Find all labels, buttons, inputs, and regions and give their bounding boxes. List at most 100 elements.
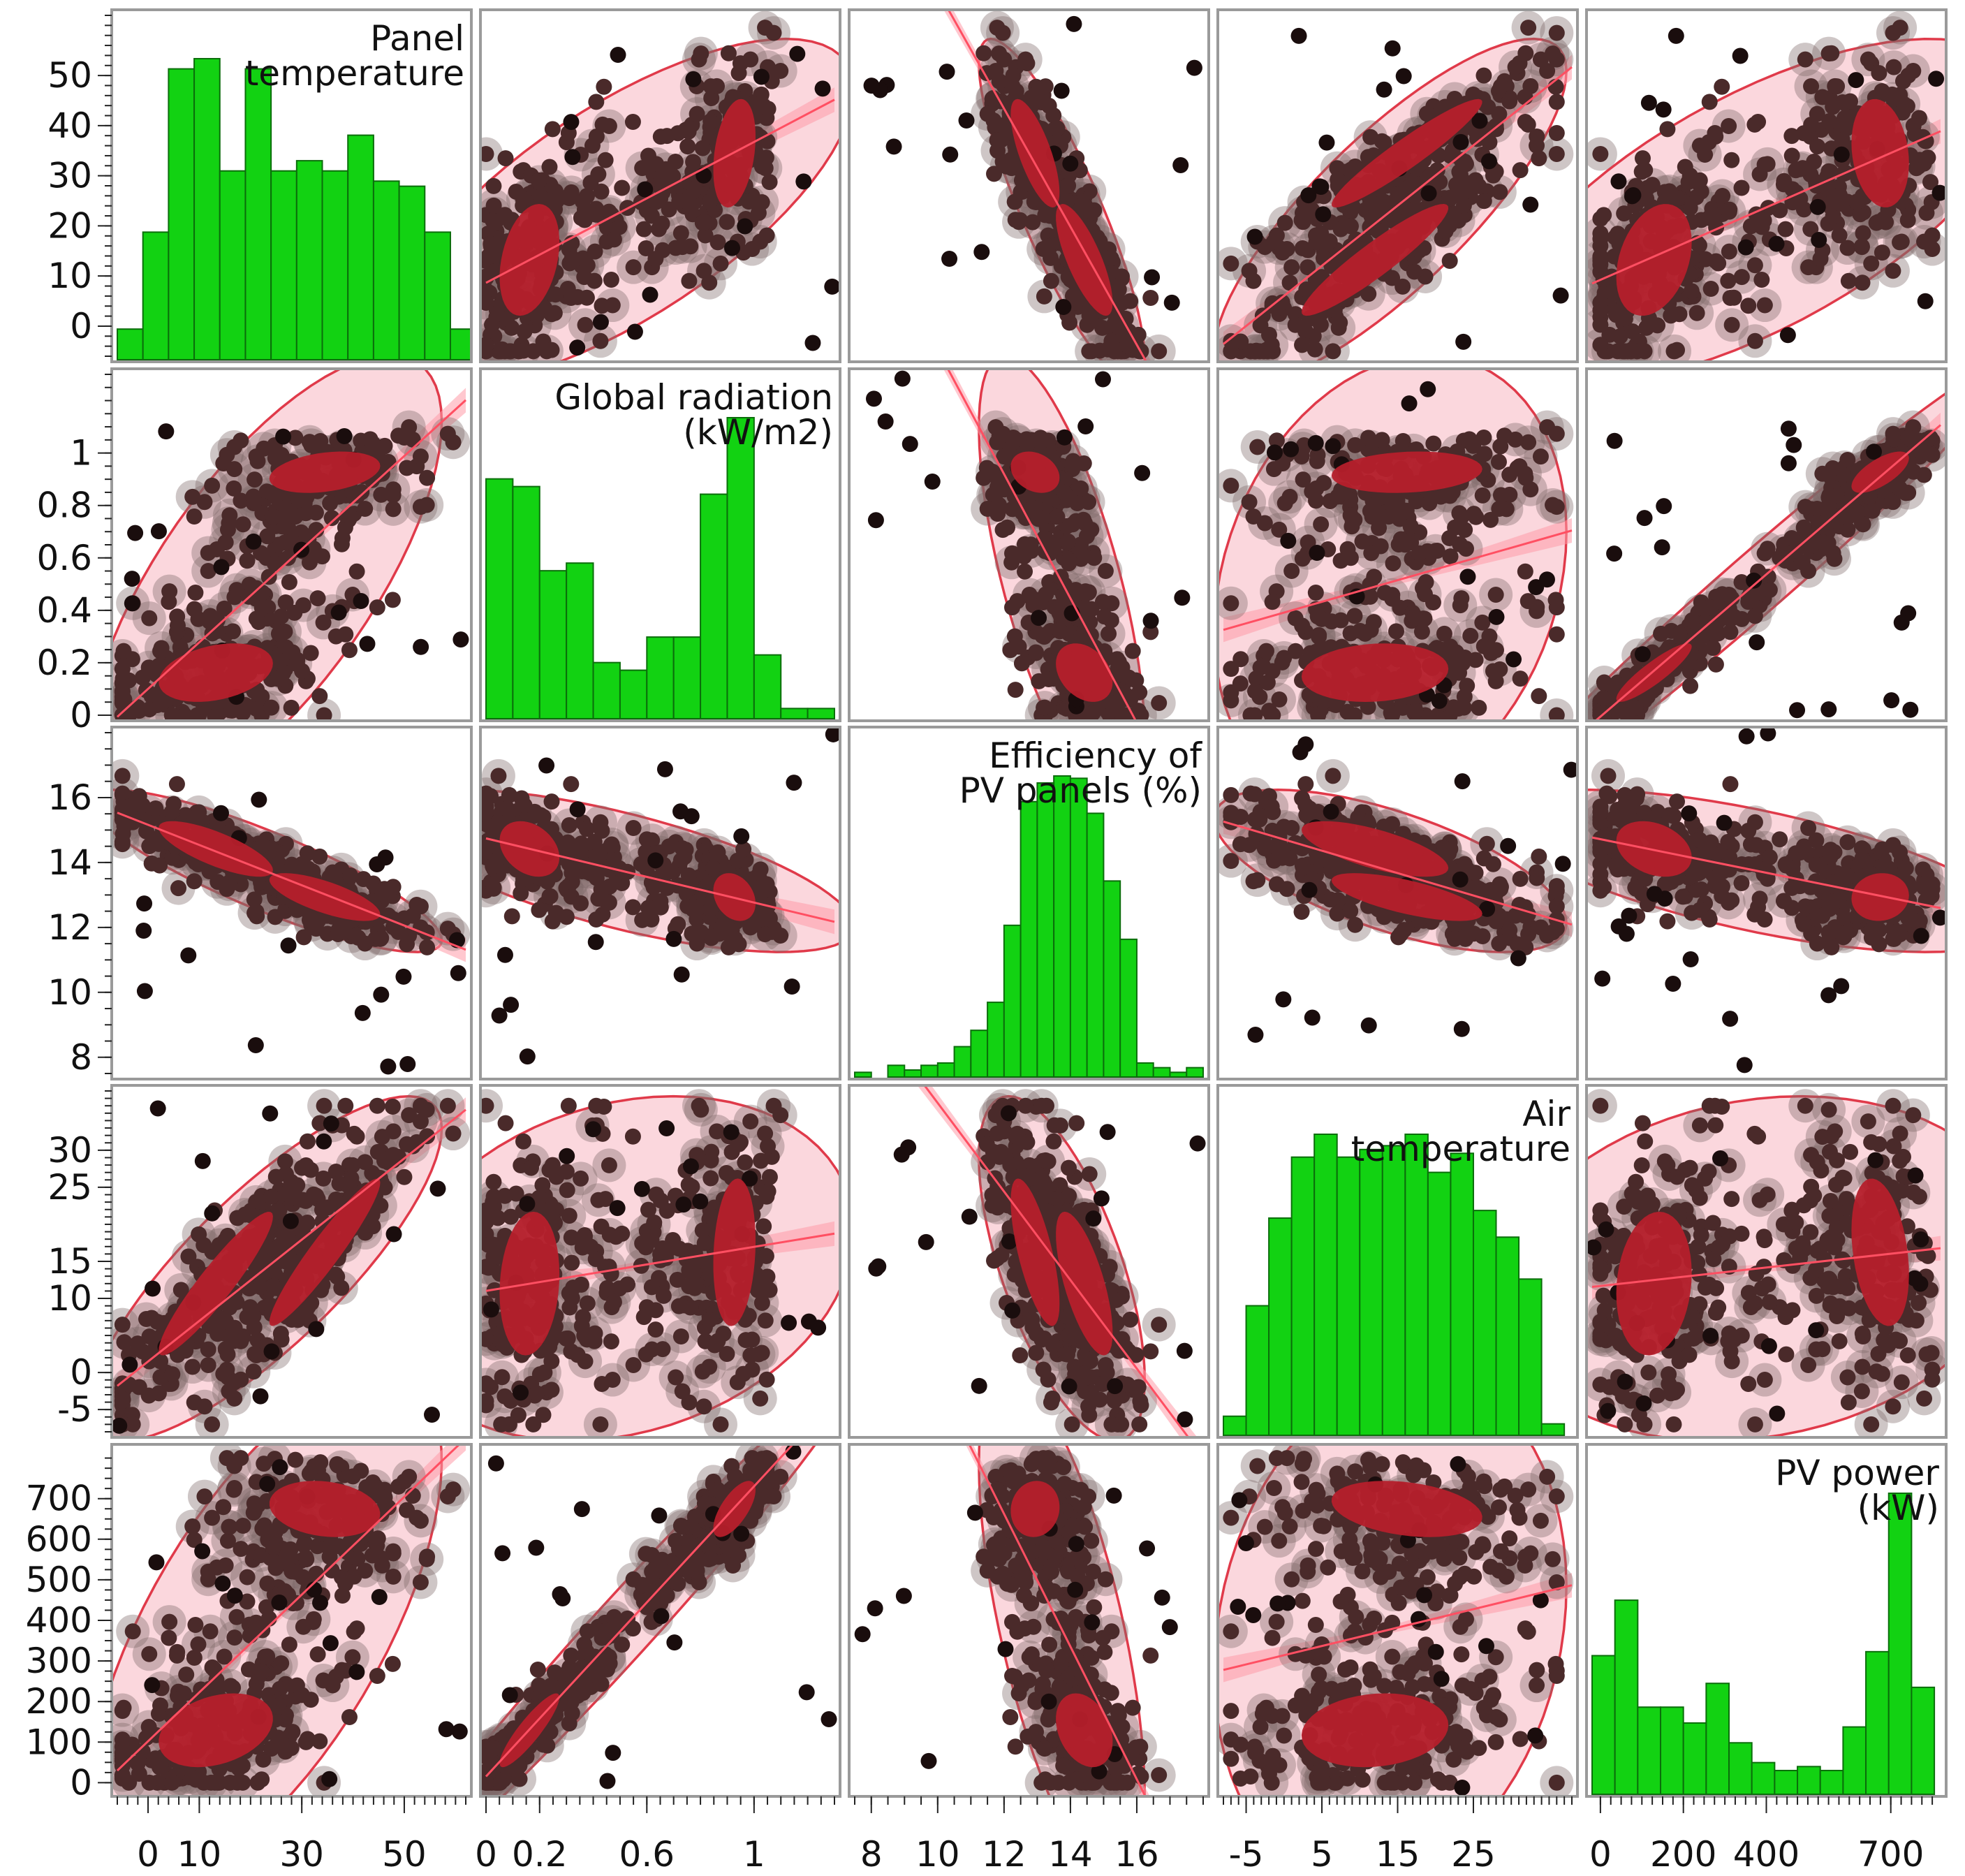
data-point xyxy=(1725,289,1742,306)
data-point xyxy=(1274,244,1291,261)
data-point xyxy=(1918,133,1934,149)
data-point xyxy=(115,643,132,659)
data-point xyxy=(587,243,603,260)
outlier-point xyxy=(1186,59,1202,76)
data-point xyxy=(1038,586,1054,603)
data-point xyxy=(1905,117,1922,134)
outlier-point xyxy=(592,314,609,330)
data-point xyxy=(1795,201,1812,218)
data-point xyxy=(1406,608,1423,625)
outlier-point xyxy=(1455,333,1472,350)
data-point xyxy=(1492,438,1509,455)
data-point xyxy=(161,594,177,610)
data-point xyxy=(1892,234,1908,251)
data-point xyxy=(1332,612,1349,629)
outlier-point xyxy=(127,525,144,541)
matrix-cell-r2-c5 xyxy=(1585,367,1948,722)
data-point xyxy=(1441,190,1458,207)
data-point xyxy=(225,623,242,640)
data-point xyxy=(497,150,514,167)
data-point xyxy=(1548,124,1565,141)
data-point xyxy=(697,227,714,244)
outlier-point xyxy=(1779,327,1796,344)
outlier-point xyxy=(330,604,347,621)
histogram-bar xyxy=(295,160,323,360)
data-point xyxy=(248,448,265,464)
variable-label: (kW/m2) xyxy=(683,412,833,453)
data-point xyxy=(1283,563,1300,580)
data-point xyxy=(307,504,324,521)
data-point xyxy=(1294,337,1311,353)
regression-line xyxy=(1591,130,1941,285)
data-point xyxy=(1507,59,1524,75)
data-point xyxy=(588,129,605,145)
data-point xyxy=(1372,538,1389,555)
outlier-point xyxy=(824,278,839,295)
data-point xyxy=(685,154,702,170)
data-point xyxy=(147,687,164,703)
outlier-point xyxy=(753,68,770,85)
outlier-point xyxy=(1376,81,1392,98)
data-point xyxy=(1548,24,1565,41)
data-point xyxy=(337,626,354,643)
data-point xyxy=(267,488,284,505)
outlier-point xyxy=(1401,395,1418,412)
data-point xyxy=(260,569,277,585)
data-point xyxy=(577,316,594,333)
data-point xyxy=(1005,430,1022,446)
data-point xyxy=(1531,150,1547,167)
data-point xyxy=(1733,574,1750,591)
data-point xyxy=(1512,162,1529,179)
data-point xyxy=(1467,652,1484,668)
data-point xyxy=(1474,614,1491,631)
data-point xyxy=(1531,688,1547,705)
outlier-point xyxy=(1431,693,1448,710)
data-point xyxy=(419,469,436,486)
data-point xyxy=(1446,90,1463,107)
data-point xyxy=(270,652,287,669)
data-point xyxy=(1539,419,1556,436)
data-point xyxy=(253,545,270,562)
data-point xyxy=(1691,172,1708,189)
data-point xyxy=(1517,465,1533,482)
data-point xyxy=(115,670,131,687)
data-point xyxy=(1803,78,1820,95)
data-point xyxy=(1281,274,1298,291)
cell-plot-area xyxy=(113,370,470,719)
outlier-point xyxy=(1488,608,1505,625)
data-point xyxy=(1519,116,1536,133)
outlier-point xyxy=(1163,294,1180,311)
matrix-cell-r2-c4 xyxy=(1216,367,1579,722)
outlier-point xyxy=(564,149,581,166)
data-point xyxy=(315,614,332,631)
data-point xyxy=(1119,337,1136,353)
data-point xyxy=(1452,597,1469,614)
data-point xyxy=(1385,555,1401,572)
cell-plot-area xyxy=(1219,11,1574,360)
data-point xyxy=(1006,193,1023,210)
outlier-point xyxy=(1640,94,1657,111)
data-point xyxy=(1592,250,1609,267)
data-point xyxy=(1475,67,1492,84)
data-point xyxy=(280,502,297,519)
data-point xyxy=(1045,107,1062,124)
histogram-bar xyxy=(646,636,675,719)
outlier-point xyxy=(1917,293,1934,309)
outlier-point xyxy=(1737,239,1754,256)
data-point xyxy=(515,191,531,207)
density-core-high xyxy=(1851,98,1909,207)
data-point xyxy=(1080,585,1096,601)
data-point xyxy=(1670,190,1686,207)
data-point xyxy=(1114,707,1131,719)
data-point xyxy=(1256,515,1273,532)
data-point xyxy=(286,604,303,621)
data-point xyxy=(1223,477,1239,494)
data-point xyxy=(1346,608,1363,624)
data-point xyxy=(1283,259,1300,276)
data-point xyxy=(412,448,429,465)
data-point xyxy=(1756,297,1773,314)
outlier-point xyxy=(1480,153,1497,170)
outlier-point xyxy=(941,251,958,268)
data-point xyxy=(689,105,705,122)
data-point xyxy=(1776,173,1793,189)
